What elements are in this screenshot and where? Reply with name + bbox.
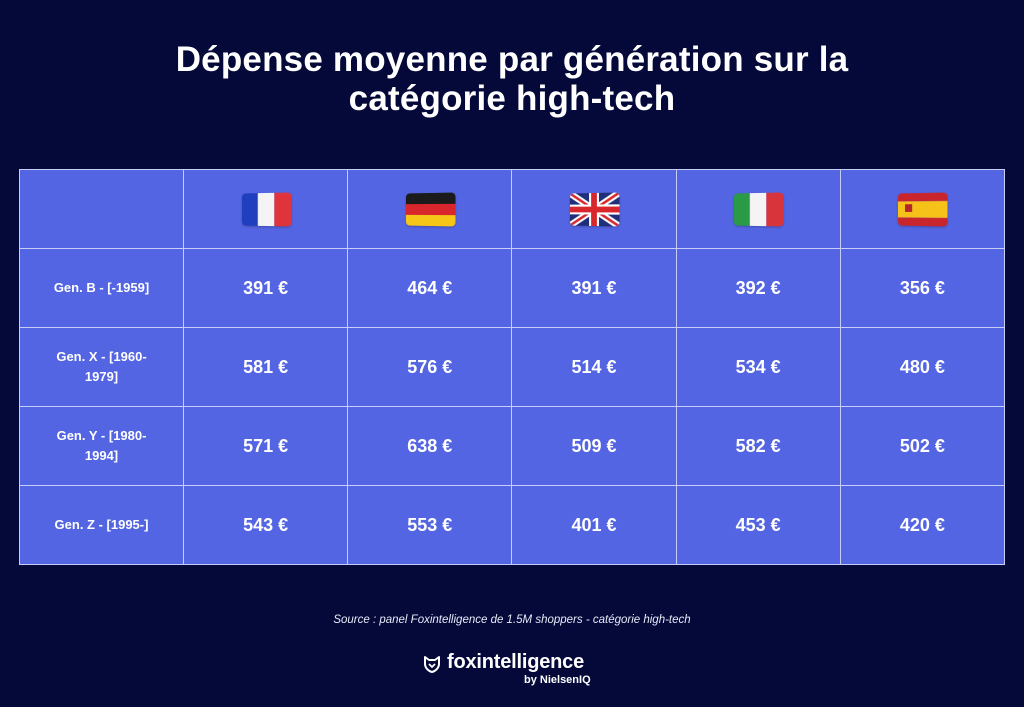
chart-title: Dépense moyenne par génération sur la ca… bbox=[0, 40, 1024, 118]
corner-cell bbox=[20, 170, 184, 249]
country-header-germany bbox=[348, 170, 512, 249]
row-label: Gen. Z - [1995-] bbox=[20, 486, 184, 565]
value-cell: 356 € bbox=[840, 249, 1004, 328]
value-cell: 514 € bbox=[512, 328, 676, 407]
table-row: Gen. Y - [1980-1994] 571 €638 €509 €582 €… bbox=[20, 407, 1005, 486]
table-row: Gen. Z - [1995-] 543 €553 €401 €453 €420 … bbox=[20, 486, 1005, 565]
header-row bbox=[20, 170, 1005, 249]
table-row: Gen. B - [-1959] 391 €464 €391 €392 €356 … bbox=[20, 249, 1005, 328]
value-cell: 581 € bbox=[184, 328, 348, 407]
country-header-uk bbox=[512, 170, 676, 249]
de-flag-icon bbox=[406, 192, 456, 226]
value-cell: 553 € bbox=[348, 486, 512, 565]
value-cell: 534 € bbox=[676, 328, 840, 407]
value-cell: 582 € bbox=[676, 407, 840, 486]
value-cell: 571 € bbox=[184, 407, 348, 486]
spending-table: Gen. B - [-1959] 391 €464 €391 €392 €356 … bbox=[19, 169, 1005, 565]
row-label: Gen. X - [1960-1979] bbox=[20, 328, 184, 407]
gb-flag-icon bbox=[570, 192, 620, 226]
source-note: Source : panel Foxintelligence de 1.5M s… bbox=[0, 614, 1024, 626]
value-cell: 392 € bbox=[676, 249, 840, 328]
title-line-1: Dépense moyenne par génération sur la bbox=[0, 40, 1024, 79]
row-label: Gen. Y - [1980-1994] bbox=[20, 407, 184, 486]
value-cell: 391 € bbox=[512, 249, 676, 328]
value-cell: 480 € bbox=[840, 328, 1004, 407]
value-cell: 502 € bbox=[840, 407, 1004, 486]
title-line-2: catégorie high-tech bbox=[0, 79, 1024, 118]
country-header-france bbox=[184, 170, 348, 249]
value-cell: 401 € bbox=[512, 486, 676, 565]
value-cell: 638 € bbox=[348, 407, 512, 486]
value-cell: 543 € bbox=[184, 486, 348, 565]
fox-shield-icon bbox=[423, 655, 441, 673]
table-row: Gen. X - [1960-1979] 581 €576 €514 €534 €… bbox=[20, 328, 1005, 407]
country-header-spain bbox=[840, 170, 1004, 249]
value-cell: 391 € bbox=[184, 249, 348, 328]
it-flag-icon bbox=[734, 192, 784, 226]
brand-name: foxintelligence bbox=[447, 651, 584, 674]
es-flag-icon bbox=[898, 192, 948, 226]
row-label: Gen. B - [-1959] bbox=[20, 249, 184, 328]
value-cell: 420 € bbox=[840, 486, 1004, 565]
country-header-italy bbox=[676, 170, 840, 249]
value-cell: 576 € bbox=[348, 328, 512, 407]
value-cell: 509 € bbox=[512, 407, 676, 486]
fr-flag-icon bbox=[242, 192, 292, 226]
value-cell: 464 € bbox=[348, 249, 512, 328]
brand-byline: by NielsenIQ bbox=[524, 674, 591, 686]
brand-logo: foxintelligence by NielsenIQ bbox=[423, 650, 613, 692]
value-cell: 453 € bbox=[676, 486, 840, 565]
